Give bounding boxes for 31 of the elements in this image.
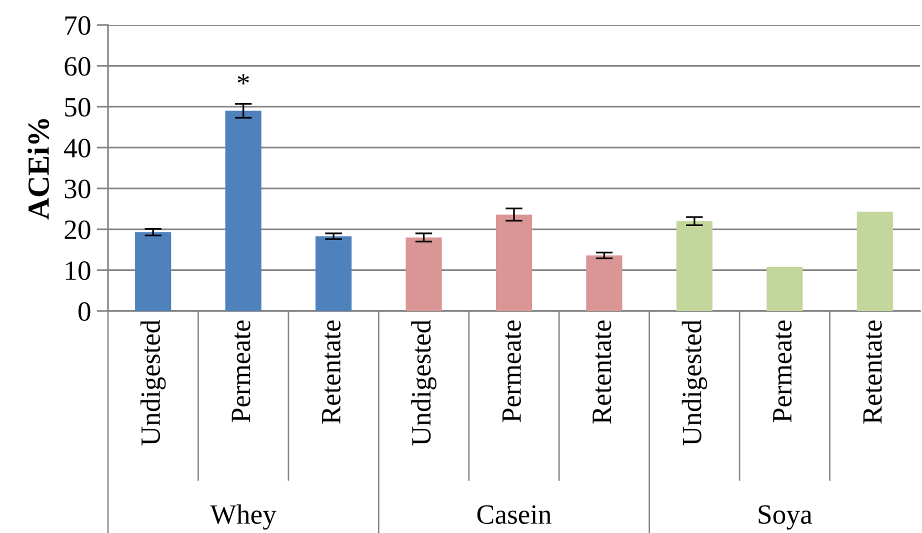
x-tick-label: Undigested (682, 320, 708, 446)
y-tick-label: 30 (64, 180, 90, 198)
y-axis-title: ACEi% (28, 119, 50, 220)
x-tick-label: Undigested (411, 320, 436, 446)
x-tick-label: Permeate (773, 320, 792, 422)
text: Soya (758, 505, 812, 530)
x-tick-label: Retentate (322, 320, 341, 424)
y-tick-label: 40 (64, 138, 90, 158)
bar (856, 212, 893, 311)
x-tick-label: Permeate (502, 320, 521, 422)
bar (225, 110, 262, 311)
x-tick-label: Permeate (232, 320, 250, 422)
y-tick-label: 10 (66, 261, 90, 280)
bar (766, 266, 803, 311)
bar (676, 221, 712, 311)
x-tick-label: Retentate (863, 320, 882, 424)
x-tick-label: Retentate (592, 320, 612, 424)
y-tick-label: 0 (78, 302, 90, 321)
text: Whey (210, 504, 276, 530)
x-tick-label: Undigested (140, 320, 166, 446)
bar (586, 255, 622, 311)
bar (316, 236, 352, 311)
y-tick-label: 70 (65, 16, 90, 35)
y-tick-label: 60 (64, 57, 90, 76)
bar (135, 232, 172, 311)
y-tick-label: 50 (65, 98, 90, 117)
bar (406, 237, 442, 311)
y-tick-label: 20 (64, 220, 90, 240)
text: Casein (477, 505, 552, 524)
bar (496, 214, 532, 311)
annotation: * (238, 74, 249, 84)
